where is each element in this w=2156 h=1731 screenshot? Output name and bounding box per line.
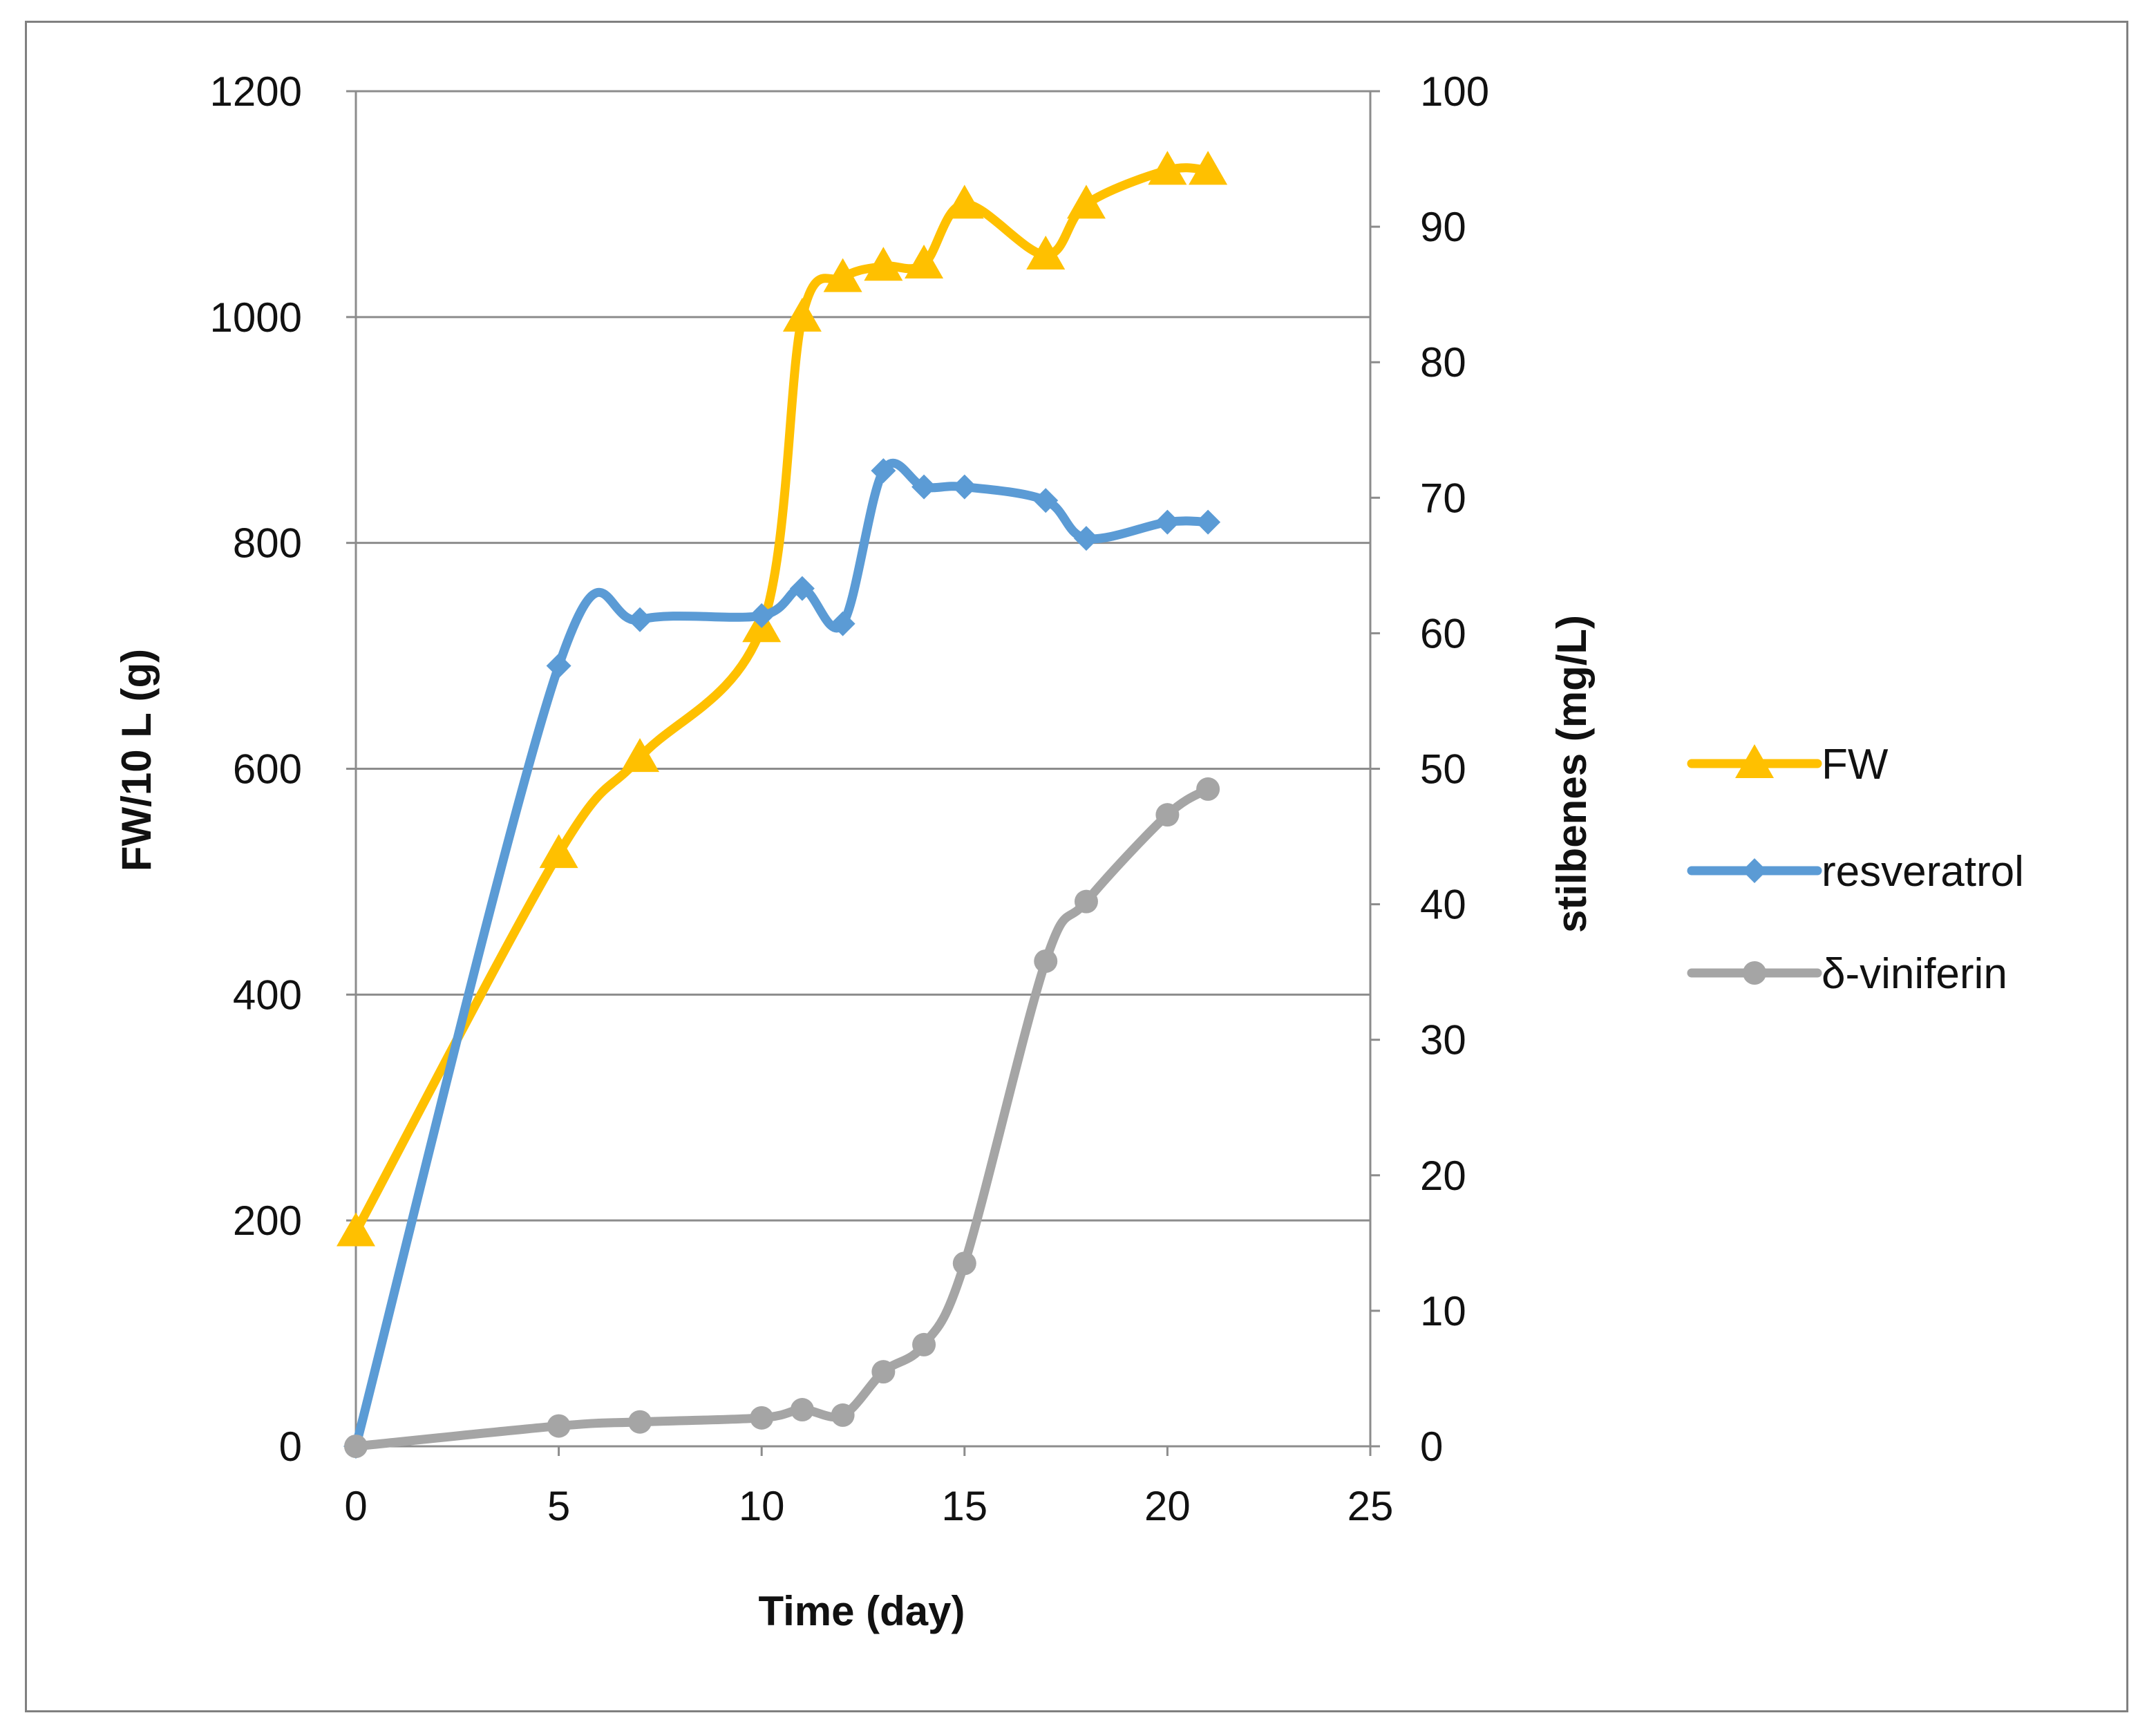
y2-tick-label: 0: [1420, 1423, 1443, 1470]
x-tick-label: 5: [547, 1483, 570, 1529]
legend-label: FW: [1822, 741, 1889, 788]
y2-tick-label: 50: [1420, 746, 1466, 793]
legend-swatch-marker: [1742, 858, 1767, 883]
data-point: [1155, 803, 1180, 827]
y2-tick-label: 40: [1420, 882, 1466, 928]
y-tick-label: 400: [233, 972, 302, 1018]
data-point: [1148, 151, 1187, 185]
y-tick-label: 1200: [210, 68, 302, 115]
legend-swatch-marker: [1735, 744, 1774, 778]
data-point: [337, 1212, 375, 1247]
data-point: [864, 247, 903, 281]
y2-tick-label: 70: [1420, 475, 1466, 521]
data-point: [344, 1435, 368, 1458]
data-point: [1073, 526, 1099, 551]
data-point: [1189, 151, 1228, 185]
y2-tick-label: 10: [1420, 1288, 1466, 1334]
series: [337, 151, 1228, 1459]
x-tick-label: 25: [1348, 1483, 1394, 1529]
data-point: [546, 653, 571, 679]
data-point: [823, 258, 862, 292]
data-point: [831, 1403, 855, 1427]
y-tick-label: 200: [233, 1198, 302, 1244]
y2-tick-label: 30: [1420, 1017, 1466, 1063]
data-point: [627, 607, 653, 632]
legend: FW resveratrol δ-viniferin: [1687, 741, 2024, 998]
series-fw: [337, 151, 1228, 1247]
data-point: [782, 297, 822, 332]
data-point: [1034, 949, 1058, 973]
data-point: [1074, 889, 1098, 914]
legend-label: resveratrol: [1822, 848, 2024, 896]
x-tick-label: 15: [941, 1483, 987, 1529]
tick-labels: 0200400600800100012000102030405060708090…: [210, 68, 1490, 1529]
x-axis-title: Time (day): [759, 1588, 965, 1634]
data-point: [789, 576, 815, 601]
y-tick-label: 0: [279, 1423, 302, 1470]
legend-item-fw: FW: [1687, 741, 1889, 788]
series-resveratrol: [343, 458, 1221, 1459]
data-point: [911, 474, 937, 500]
x-tick-label: 10: [739, 1483, 785, 1529]
axes: [346, 90, 1380, 1456]
data-point: [750, 1406, 774, 1430]
y-tick-label: 600: [233, 746, 302, 793]
data-point: [547, 1414, 571, 1438]
data-point: [945, 185, 984, 219]
data-point: [830, 611, 855, 636]
series-line: [351, 163, 1213, 1237]
x-tick-label: 20: [1144, 1483, 1191, 1529]
data-point: [905, 245, 944, 279]
data-point: [790, 1398, 814, 1422]
data-point: [539, 834, 578, 869]
data-point: [952, 474, 977, 500]
series-viniferin: [344, 777, 1220, 1458]
y2-tick-label: 60: [1420, 610, 1466, 656]
y2-axis-title: stilbenes (mg/L): [1549, 615, 1595, 933]
gridlines: [356, 90, 1370, 1222]
y-axis-title: FW/10 L (g): [113, 649, 160, 871]
series-line: [351, 784, 1213, 1451]
y-tick-label: 800: [233, 520, 302, 567]
data-point: [628, 1410, 652, 1434]
data-point: [621, 738, 660, 773]
x-tick-label: 0: [344, 1483, 367, 1529]
data-point: [1026, 235, 1066, 269]
legend-item-viniferin: δ-viniferin: [1687, 950, 2007, 998]
y2-tick-label: 20: [1420, 1153, 1466, 1199]
legend-label: δ-viniferin: [1822, 950, 2007, 998]
y2-tick-label: 90: [1420, 204, 1466, 250]
data-point: [1033, 488, 1059, 513]
series-line: [351, 458, 1213, 1451]
data-point: [912, 1332, 936, 1356]
data-point: [871, 1360, 896, 1384]
data-point: [1155, 509, 1180, 535]
data-point: [749, 603, 775, 628]
y2-tick-label: 100: [1420, 68, 1489, 115]
data-point: [1195, 509, 1221, 535]
data-point: [952, 1251, 976, 1276]
legend-item-resveratrol: resveratrol: [1687, 848, 2024, 896]
y-tick-label: 1000: [210, 294, 302, 341]
data-point: [1066, 185, 1106, 219]
legend-swatch-marker: [1743, 961, 1766, 985]
data-point: [1196, 777, 1220, 801]
data-point: [871, 458, 896, 484]
y2-tick-label: 80: [1420, 339, 1466, 386]
